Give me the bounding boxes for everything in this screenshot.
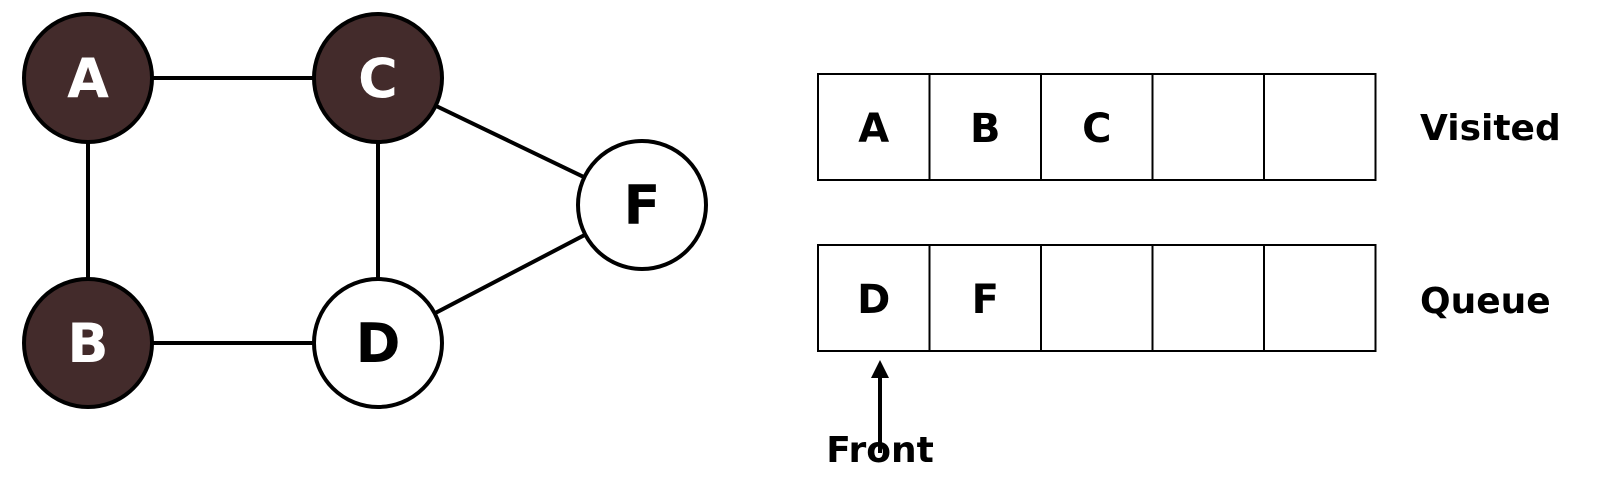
- front-arrow-head: [871, 360, 889, 378]
- visited-cell-value: C: [1082, 106, 1111, 152]
- node-a: A: [22, 12, 154, 144]
- queue-cell-3: [1151, 244, 1265, 352]
- visited-cell-value: B: [970, 106, 1001, 152]
- visited-cell-3: [1151, 73, 1265, 181]
- queue-cell-1: [928, 244, 1042, 352]
- node-d: D: [312, 277, 444, 409]
- front-label: Front: [826, 430, 934, 471]
- queue-cell-value: F: [972, 277, 999, 323]
- queue-cell-2: [1040, 244, 1154, 352]
- node-label: B: [67, 312, 108, 375]
- visited-cell-value: A: [858, 106, 889, 152]
- node-label: A: [67, 47, 109, 110]
- queue-cell-4: [1263, 244, 1377, 352]
- node-b: B: [22, 277, 154, 409]
- visited-cell-4: [1263, 73, 1377, 181]
- node-circle: [22, 12, 154, 144]
- node-label: F: [624, 174, 661, 237]
- node-circle: [22, 277, 154, 409]
- graph-nodes: A C B D F: [22, 12, 708, 409]
- front-pointer: Front: [826, 360, 934, 471]
- queue-cell-value: D: [857, 277, 890, 323]
- node-c: C: [312, 12, 444, 144]
- node-label: C: [358, 47, 398, 110]
- queue-cell-0: [817, 244, 931, 352]
- visited-label: Visited: [1420, 108, 1561, 149]
- visited-array: A B C: [817, 73, 1377, 181]
- node-circle: [312, 12, 444, 144]
- visited-cell-2: [1040, 73, 1154, 181]
- node-circle: [312, 277, 444, 409]
- node-circle: [576, 139, 708, 271]
- node-f: F: [576, 139, 708, 271]
- node-label: D: [356, 312, 401, 375]
- queue-label: Queue: [1420, 281, 1551, 322]
